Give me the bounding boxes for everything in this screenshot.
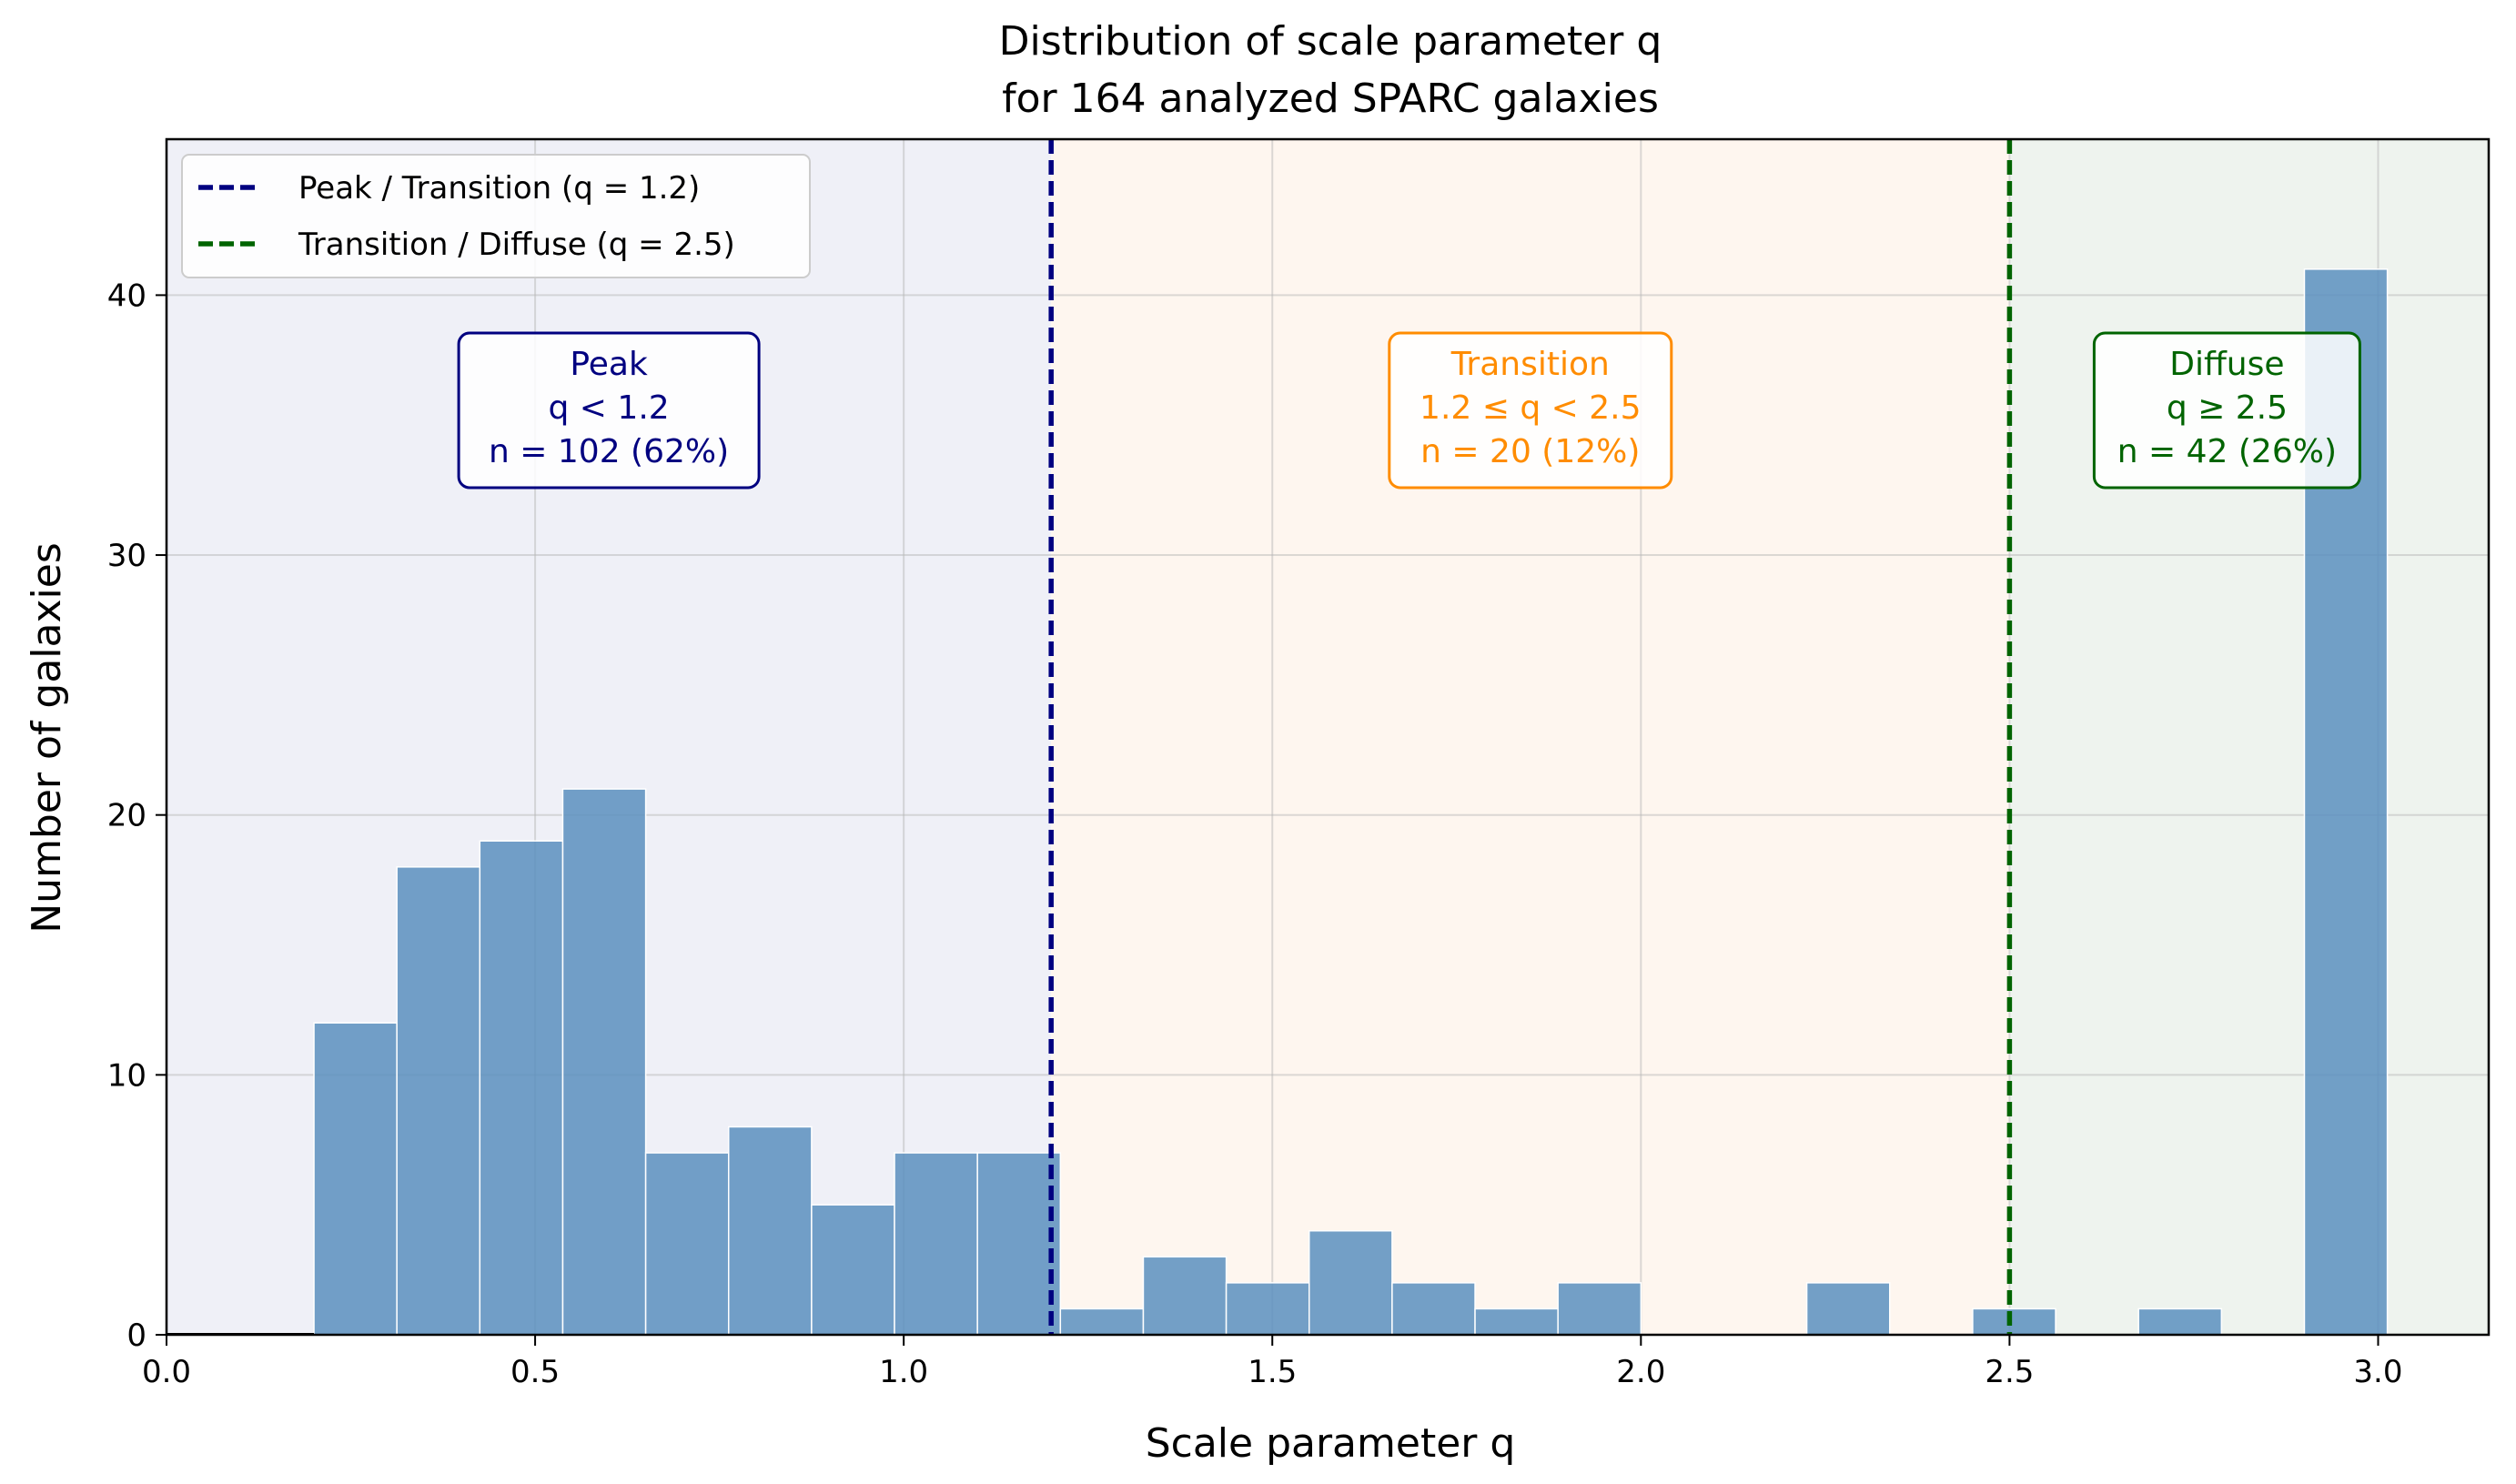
y-axis-label: Number of galaxies: [24, 542, 70, 933]
annotation-text-2-2: n = 42 (26%): [2117, 433, 2337, 470]
y-axis-ticks: 0 10 20 30 40: [107, 278, 167, 1354]
legend-label-1: Transition / Diffuse (q = 2.5): [298, 227, 735, 263]
y-tick-label-2: 20: [107, 798, 147, 834]
y-tick-label-3: 30: [107, 538, 147, 574]
x-axis-label: Scale parameter q: [1146, 1420, 1516, 1467]
annotation-text-1-1: 1.2 ≤ q < 2.5: [1420, 389, 1641, 427]
region-band-2: [2009, 139, 2489, 1335]
histogram-bar-1: [396, 866, 481, 1336]
threshold-lines: [1048, 139, 2013, 1335]
histogram-bar-3: [561, 788, 647, 1336]
x-axis-ticks: 0.0 0.5 1.0 1.5 2.0 2.5 3.0: [142, 1335, 2403, 1390]
histogram-bar-5: [727, 1126, 813, 1336]
histogram-bar-4: [644, 1152, 730, 1336]
x-tick-label-6: 3.0: [2353, 1354, 2402, 1390]
y-tick-label-1: 10: [107, 1057, 147, 1094]
legend-box: [181, 154, 811, 278]
annotation-text-1-2: n = 20 (12%): [1420, 433, 1640, 470]
x-tick-label-2: 1.0: [879, 1354, 928, 1390]
histogram-bar-7: [894, 1152, 978, 1336]
annotation-text-0-0: Peak: [570, 346, 648, 383]
region-annotations: Peak q < 1.2 n = 102 (62%) Transition 1.2 ≤ …: [457, 331, 2361, 490]
x-tick-label-4: 2.0: [1616, 1354, 1665, 1390]
legend: Peak / Transition (q = 1.2) Transition / …: [181, 154, 811, 278]
histogram-bar-10: [1142, 1256, 1228, 1336]
histogram-bar-9: [1059, 1307, 1145, 1336]
histogram-bar-20: [1972, 1307, 2056, 1336]
histogram-bar-11: [1225, 1282, 1310, 1336]
histogram-bar-22: [2137, 1307, 2223, 1336]
region-band-1: [1051, 139, 2010, 1335]
annotation-text-1-0: Transition: [1450, 346, 1610, 383]
annotation-text-2-1: q ≥ 2.5: [2167, 389, 2288, 427]
annotation-box-0: [457, 331, 761, 490]
x-tick-label-1: 0.5: [510, 1354, 560, 1390]
annotation-box-2: [2092, 331, 2361, 490]
chart-title: Distribution of scale parameter q: [999, 18, 1662, 65]
y-tick-label-0: 0: [126, 1317, 147, 1354]
plot-frame: [165, 137, 2491, 1337]
x-tick-label-0: 0.0: [142, 1354, 191, 1390]
histogram-bar-12: [1308, 1229, 1393, 1336]
annotation-text-0-2: n = 102 (62%): [489, 433, 729, 470]
histogram-bar-14: [1474, 1307, 1559, 1336]
histogram-bar-15: [1557, 1282, 1642, 1336]
histogram-bar-2: [479, 840, 564, 1336]
histogram-bar-13: [1391, 1282, 1476, 1336]
x-tick-label-3: 1.5: [1248, 1354, 1297, 1390]
y-tick-label-4: 40: [107, 278, 147, 314]
legend-label-0: Peak / Transition (q = 1.2): [298, 170, 700, 207]
histogram-bar-18: [1805, 1282, 1891, 1336]
annotation-text-2-0: Diffuse: [2169, 346, 2284, 383]
annotation-box-1: [1388, 331, 1673, 490]
histogram-bar-8: [976, 1152, 1062, 1336]
chart-subtitle: for 164 analyzed SPARC galaxies: [1002, 76, 1659, 122]
histogram-bar-6: [811, 1204, 895, 1336]
x-tick-label-5: 2.5: [1985, 1354, 2034, 1390]
annotation-text-0-1: q < 1.2: [549, 389, 670, 427]
histogram-bar-0: [313, 1022, 398, 1336]
